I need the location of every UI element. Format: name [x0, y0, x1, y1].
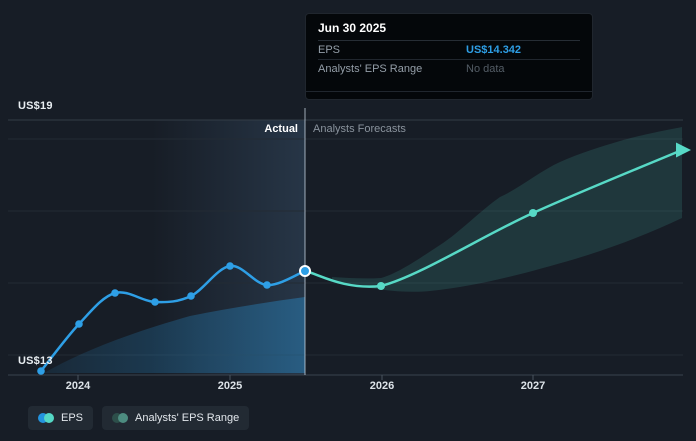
tooltip-date-title: Jun 30 2025 [318, 21, 580, 41]
data-point [151, 298, 159, 306]
forecast-range-band [332, 127, 682, 292]
data-point [187, 292, 195, 300]
legend-eps-label: EPS [61, 412, 84, 424]
eps-series-icon [38, 413, 54, 423]
tooltip-row-range: Analysts' EPS Range No data [318, 60, 580, 78]
data-point [226, 262, 234, 270]
section-label-actual: Actual [264, 123, 298, 135]
data-point [37, 367, 45, 375]
tooltip-eps-value: US$14.342 [466, 44, 522, 56]
actual-range-band [44, 297, 305, 373]
y-axis-bottom-label: US$13 [18, 355, 53, 367]
actual-data-points[interactable] [37, 262, 271, 375]
x-axis-ticks [77, 375, 534, 380]
legend-item-analysts-eps-range[interactable]: Analysts' EPS Range [102, 406, 250, 430]
tooltip-eps-label: EPS [318, 44, 341, 56]
tooltip-range-label: Analysts' EPS Range [318, 63, 423, 75]
section-label-forecasts: Analysts Forecasts [313, 123, 406, 135]
data-point [75, 320, 83, 328]
legend-item-eps[interactable]: EPS [28, 406, 94, 430]
forecast-data-points[interactable] [377, 209, 537, 290]
chart-tooltip: Jun 30 2025 EPS US$14.342 Analysts' EPS … [305, 13, 593, 100]
tooltip-range-value: No data [466, 63, 505, 75]
tooltip-bottom-divider [306, 91, 592, 92]
data-point [529, 209, 537, 217]
chart-legend: EPS Analysts' EPS Range [28, 406, 250, 430]
legend-range-label: Analysts' EPS Range [135, 412, 240, 424]
hovered-data-point[interactable] [299, 265, 311, 277]
x-tick-2025: 2025 [217, 380, 243, 392]
analysts-range-series-icon [112, 413, 129, 423]
x-tick-2027: 2027 [520, 380, 546, 392]
data-point [377, 282, 385, 290]
forecast-line [303, 148, 684, 288]
x-tick-2024: 2024 [65, 380, 91, 392]
data-point [111, 289, 119, 297]
data-point [263, 281, 271, 289]
y-axis-top-label: US$19 [18, 100, 53, 112]
forecast-end-arrow-icon [676, 142, 691, 158]
x-tick-2026: 2026 [369, 380, 395, 392]
tooltip-row-eps: EPS US$14.342 [318, 41, 580, 60]
